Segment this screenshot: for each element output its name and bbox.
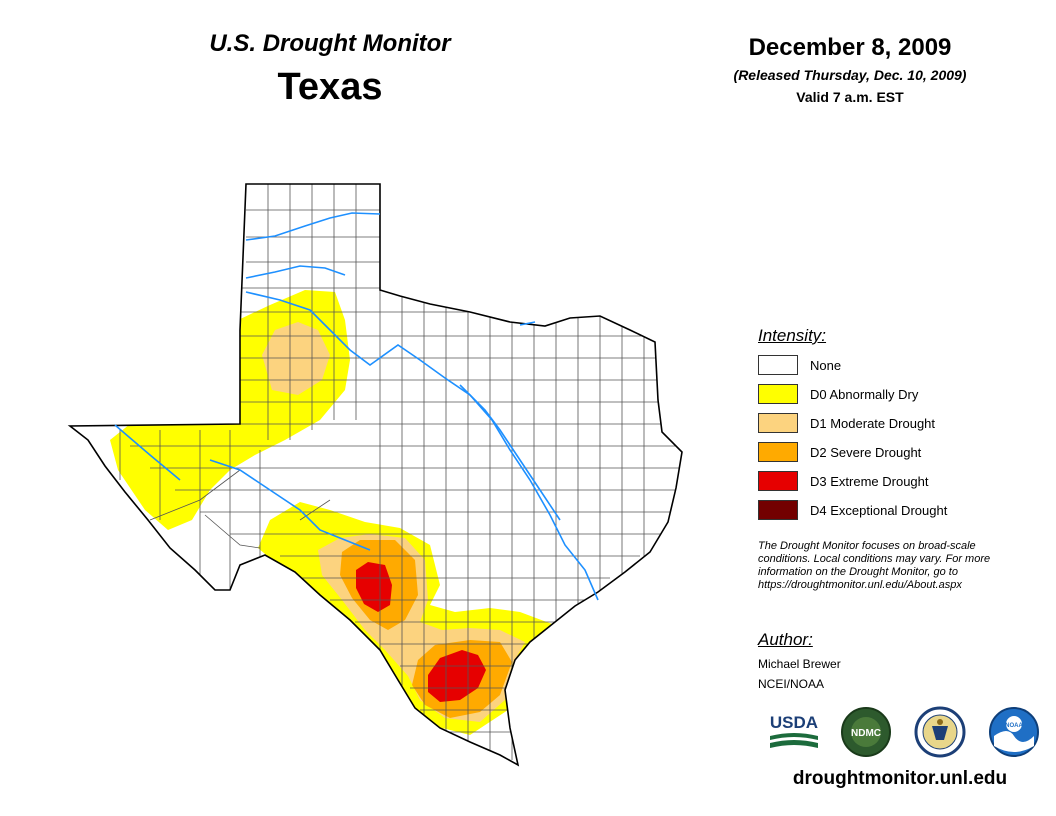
footer-url-link[interactable]: droughtmonitor.unl.edu [792,768,1008,789]
legend-label: None [810,357,842,373]
legend-swatch [758,500,798,520]
legend-swatch [758,384,798,404]
trinity-river [459,384,561,521]
red-river-east [519,321,536,326]
release-date: (Released Thursday, Dec. 10, 2009) [733,67,967,83]
drought-areas [110,290,552,735]
noaa-logo-icon: NOAA [989,707,1039,757]
legend-item-d2: D2 Severe Drought [758,441,921,463]
d3-area-south [356,562,486,702]
legend-swatch [758,355,798,375]
disclaimer-link[interactable]: https://droughtmonitor.unl.edu/About.asp… [758,579,962,591]
author-title: Author: [758,630,813,649]
brazos-river [245,291,599,601]
author-name: Michael Brewer [758,657,841,671]
rivers [114,212,599,601]
legend-label: D3 Extreme Drought [810,473,929,489]
legend-swatch [758,471,798,491]
monitor-title: U.S. Drought Monitor [209,30,451,57]
legend-item-d3: D3 Extreme Drought [758,470,929,492]
legend-item-d4: D4 Exceptional Drought [758,499,947,521]
usda-logo-text: USDA [770,713,818,732]
canadian-river [245,212,381,241]
legend-swatch [758,413,798,433]
disclaimer: The Drought Monitor focuses on broad-sca… [758,540,1048,592]
legend-item-none: None [758,354,841,376]
colorado-river [209,459,371,551]
d1-area-panhandle [262,322,330,395]
legend-item-d1: D1 Moderate Drought [758,412,935,434]
author-org: NCEI/NOAA [758,677,825,691]
noaa-logo-text: NOAA [1005,723,1023,729]
legend-label: D2 Severe Drought [810,444,922,460]
texas-outline [67,183,683,767]
legend-swatch [758,442,798,462]
disclaimer-line: information on the Drought Monitor, go t… [758,566,958,578]
ndmc-logo-text: NDMC [851,728,881,739]
legend-label: D4 Exceptional Drought [810,502,948,518]
legend-item-d0: D0 Abnormally Dry [758,383,918,405]
state-title: Texas [277,66,383,108]
legend-title: Intensity: [758,326,827,345]
ndmc-logo-icon: NDMC [841,707,891,757]
rio-grande [114,424,181,481]
disclaimer-line: The Drought Monitor focuses on broad-sca… [758,540,976,552]
usda-logo-icon: USDA [770,713,818,748]
red-river-fork [245,265,346,279]
map-date: December 8, 2009 [748,34,952,61]
legend-label: D0 Abnormally Dry [810,386,919,402]
county-lines [90,184,680,760]
disclaimer-line: conditions. Local conditions may vary. F… [758,553,991,565]
legend-label: D1 Moderate Drought [810,415,936,431]
valid-time: Valid 7 a.m. EST [796,89,904,105]
commerce-seal-icon [914,706,966,758]
